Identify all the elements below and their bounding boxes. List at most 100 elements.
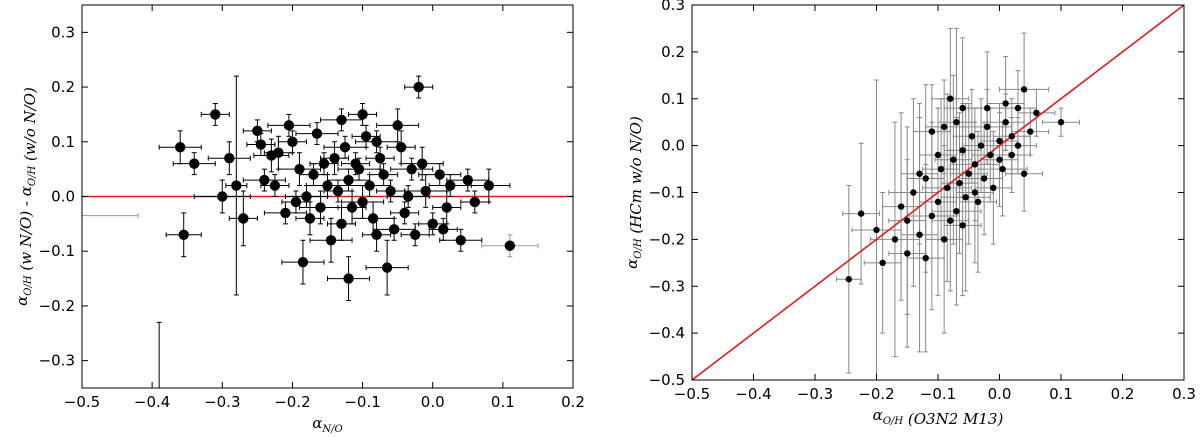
data-point — [360, 131, 372, 142]
data-point — [1057, 118, 1065, 126]
data-point — [364, 180, 375, 191]
data-point — [873, 226, 880, 234]
data-point — [329, 153, 340, 164]
data-point — [434, 169, 445, 180]
x-axis-label: αN/O — [312, 414, 342, 435]
data-point — [178, 229, 189, 240]
y-tick-label: 0.0 — [51, 188, 75, 206]
data-point — [231, 180, 242, 191]
data-point — [318, 158, 330, 169]
data-point — [357, 196, 368, 208]
y-tick-label: −0.1 — [649, 184, 685, 202]
data-point — [399, 207, 410, 219]
y-tick-label: −0.3 — [649, 277, 685, 295]
data-point — [462, 174, 473, 186]
x-axis-label-part: α — [312, 414, 322, 432]
data-point — [1033, 109, 1040, 117]
y-tick-label: −0.4 — [649, 324, 685, 342]
data-point — [210, 109, 221, 120]
y-axis-label-part: (w/o N/O) — [21, 87, 39, 166]
data-point — [1008, 151, 1015, 159]
x-tick-label: −0.5 — [674, 385, 710, 403]
data-point — [959, 222, 966, 229]
x-tick-label: −0.5 — [64, 393, 100, 411]
data-point — [996, 156, 1003, 163]
y-tick-label: 0.3 — [661, 0, 685, 14]
x-axis-label-subscript: O/H — [883, 416, 904, 427]
data-point — [445, 180, 456, 191]
x-tick-label: −0.2 — [858, 385, 894, 403]
data-point — [217, 191, 228, 202]
y-tick-label: 0.1 — [51, 133, 75, 151]
data-point — [343, 273, 354, 284]
data-point — [987, 151, 994, 159]
data-point — [441, 202, 452, 213]
data-point — [984, 123, 991, 131]
data-point — [280, 207, 291, 219]
data-point — [897, 203, 905, 210]
data-point — [374, 153, 386, 164]
data-point — [304, 213, 316, 224]
data-point — [322, 180, 333, 191]
x-tick-label: −0.2 — [274, 393, 310, 411]
data-point — [934, 151, 942, 159]
data-point — [504, 240, 516, 251]
y-axis-label-part: (HCm w/o N/O) — [627, 116, 645, 238]
left-scatter-panel: −0.5 −0.4 −0.3 −0.2 −0.1 0.0 0.1 0.2 0.3 0.2 0.1 0.… — [13, 4, 585, 435]
data-point — [1020, 86, 1028, 93]
x-tick-label: 0.1 — [1049, 385, 1073, 403]
x-tick-label: −0.1 — [344, 393, 380, 411]
y-tick-label: 0.1 — [661, 90, 685, 108]
data-point — [406, 163, 417, 175]
y-axis-label: αO/H (w N/O) - αO/H (w/o N/O) — [13, 87, 39, 306]
x-tick-label: −0.1 — [920, 385, 956, 403]
data-point — [297, 256, 309, 268]
data-point — [904, 217, 911, 224]
data-point — [336, 114, 347, 126]
data-point — [332, 185, 344, 197]
data-point — [937, 165, 945, 173]
x-tick-label: 0.0 — [988, 385, 1012, 403]
data-point — [953, 118, 960, 126]
data-point — [189, 158, 200, 169]
y-axis-label-part: (w N/O) - α — [17, 186, 35, 275]
data-point — [416, 158, 428, 169]
y-axis-label-subscript: O/H — [633, 238, 644, 259]
data-point — [916, 231, 923, 238]
y-tick-label: −0.3 — [39, 352, 75, 370]
data-point — [950, 156, 957, 163]
data-point — [984, 104, 991, 112]
data-point — [922, 254, 929, 262]
data-point — [175, 142, 186, 153]
y-tick-label: −0.5 — [649, 371, 685, 389]
data-point — [371, 229, 382, 240]
data-point — [388, 224, 400, 235]
data-point — [311, 128, 323, 139]
y-tick-label: 0.2 — [51, 78, 75, 96]
right-scatter-panel: −0.5 −0.4 −0.3 −0.2 −0.1 0.0 0.1 0.2 0.3 0.3 0.2 0.… — [623, 0, 1196, 428]
data-point — [381, 262, 393, 273]
data-point — [339, 142, 351, 153]
data-point — [483, 180, 495, 191]
x-tick-label: −0.4 — [134, 393, 170, 411]
data-point — [980, 175, 988, 182]
data-point — [999, 165, 1006, 173]
data-point — [290, 196, 302, 208]
identity-reference-line — [692, 5, 1184, 380]
x-axis-label: αO/H (O3N2 M13) — [873, 406, 1004, 428]
data-point — [1027, 128, 1034, 135]
data-point — [469, 196, 480, 208]
data-point — [977, 142, 985, 149]
x-axis-label-subscript: N/O — [321, 424, 342, 435]
data-point — [283, 120, 295, 131]
data-point — [259, 174, 270, 186]
y-tick-label: −0.1 — [39, 242, 75, 260]
y-tick-label: 0.0 — [661, 137, 685, 155]
data-point — [1014, 104, 1022, 112]
x-tick-label: 0.1 — [491, 393, 515, 411]
data-point — [940, 236, 948, 243]
data-point — [968, 133, 976, 140]
data-point — [438, 224, 449, 235]
data-point — [287, 136, 298, 147]
data-point — [420, 185, 431, 197]
